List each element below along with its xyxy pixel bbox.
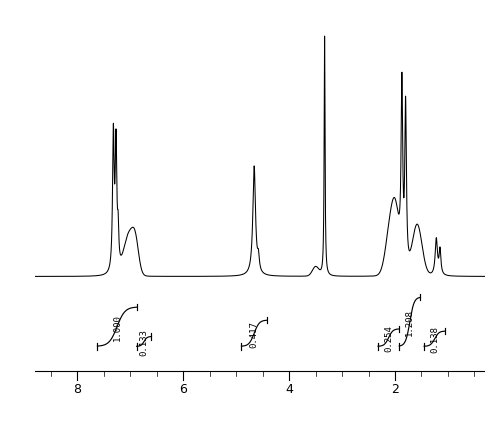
Text: 0.254: 0.254: [384, 324, 393, 351]
Text: 8: 8: [74, 382, 82, 395]
Text: 0.133: 0.133: [140, 328, 148, 355]
Text: 4: 4: [285, 382, 293, 395]
Text: 1.208: 1.208: [406, 309, 414, 335]
Text: 1.000: 1.000: [112, 313, 122, 340]
Text: 0.138: 0.138: [430, 326, 439, 352]
Text: 6: 6: [180, 382, 187, 395]
Text: 0.417: 0.417: [250, 320, 258, 347]
Text: 2: 2: [391, 382, 399, 395]
